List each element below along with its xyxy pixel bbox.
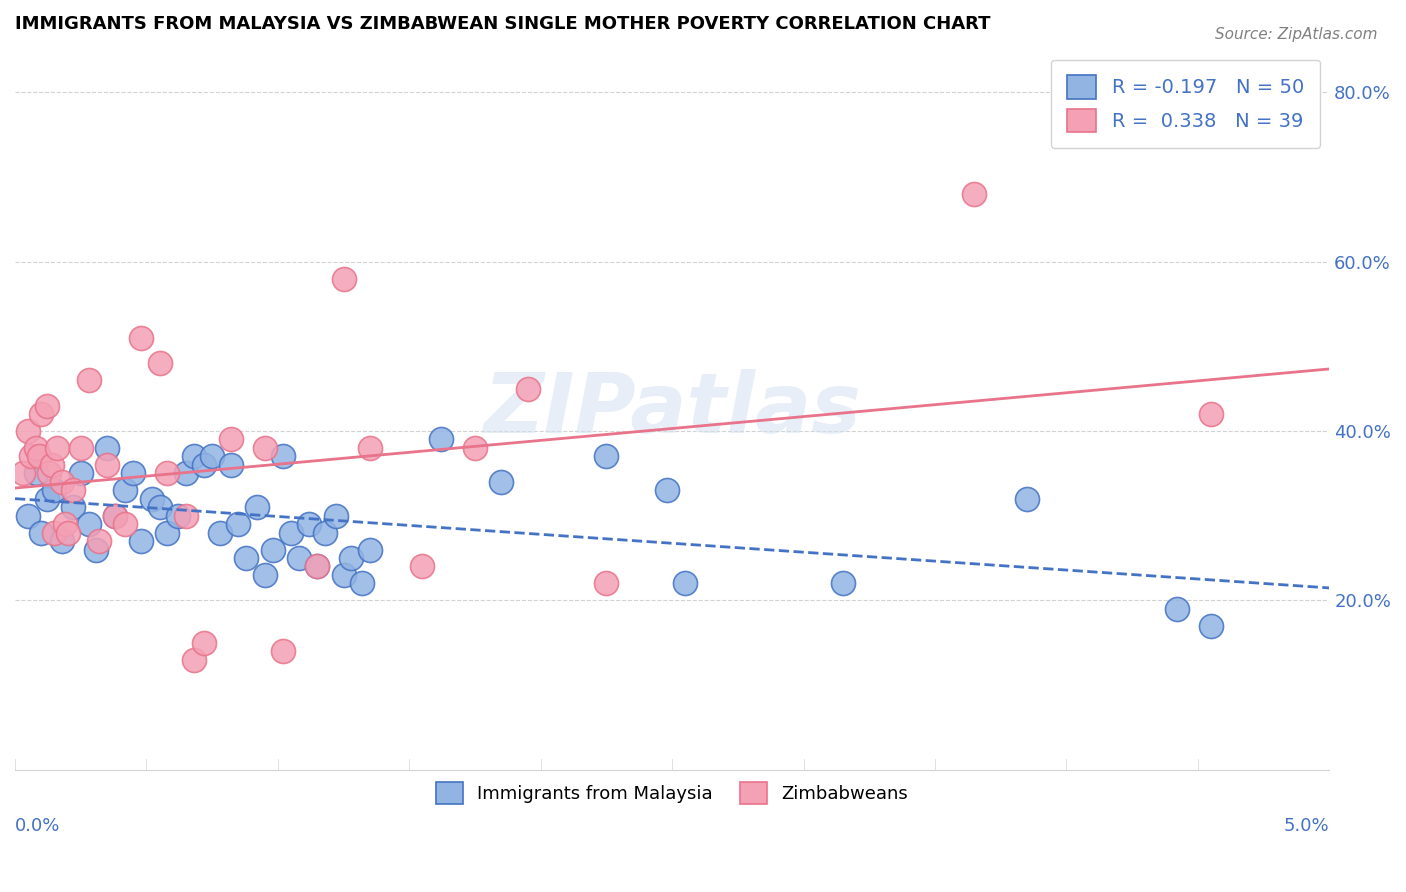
Point	[148, 356, 170, 370]
Point	[86, 542, 108, 557]
Point	[51, 534, 73, 549]
Point	[27, 450, 49, 464]
Point	[104, 508, 127, 523]
Point	[430, 433, 453, 447]
Point	[30, 525, 52, 540]
Point	[62, 483, 84, 498]
Point	[148, 500, 170, 515]
Point	[246, 500, 269, 515]
Point	[77, 517, 100, 532]
Point	[87, 534, 110, 549]
Point	[307, 559, 329, 574]
Point	[963, 186, 986, 201]
Point	[332, 568, 354, 582]
Point	[201, 450, 224, 464]
Point	[340, 551, 363, 566]
Point	[69, 441, 91, 455]
Point	[41, 458, 63, 472]
Point	[288, 551, 311, 566]
Point	[464, 441, 486, 455]
Point	[516, 382, 538, 396]
Point	[673, 576, 696, 591]
Point	[235, 551, 257, 566]
Point	[298, 517, 321, 532]
Point	[69, 467, 91, 481]
Text: IMMIGRANTS FROM MALAYSIA VS ZIMBABWEAN SINGLE MOTHER POVERTY CORRELATION CHART: IMMIGRANTS FROM MALAYSIA VS ZIMBABWEAN S…	[15, 15, 990, 33]
Point	[17, 508, 39, 523]
Point	[655, 483, 678, 498]
Point	[17, 424, 39, 438]
Point	[11, 467, 34, 481]
Point	[1199, 407, 1222, 421]
Point	[491, 475, 513, 489]
Point	[156, 467, 179, 481]
Point	[359, 542, 381, 557]
Point	[1015, 491, 1038, 506]
Text: 5.0%: 5.0%	[1284, 816, 1329, 835]
Point	[44, 525, 66, 540]
Point	[46, 441, 69, 455]
Point	[183, 653, 205, 667]
Point	[129, 331, 152, 345]
Text: ZIPatlas: ZIPatlas	[484, 369, 860, 450]
Point	[53, 517, 76, 532]
Point	[1166, 602, 1188, 616]
Point	[51, 475, 73, 489]
Point	[219, 433, 242, 447]
Point	[219, 458, 242, 472]
Point	[271, 644, 294, 658]
Point	[183, 450, 205, 464]
Point	[595, 576, 617, 591]
Point	[280, 525, 302, 540]
Point	[271, 450, 294, 464]
Point	[129, 534, 152, 549]
Point	[193, 458, 215, 472]
Point	[325, 508, 347, 523]
Point	[174, 467, 197, 481]
Point	[307, 559, 329, 574]
Point	[141, 491, 163, 506]
Point	[56, 525, 79, 540]
Text: Source: ZipAtlas.com: Source: ZipAtlas.com	[1215, 27, 1378, 42]
Point	[114, 517, 136, 532]
Point	[208, 525, 231, 540]
Point	[44, 483, 66, 498]
Point	[332, 271, 354, 285]
Text: 0.0%: 0.0%	[15, 816, 60, 835]
Point	[35, 399, 58, 413]
Point	[96, 458, 118, 472]
Point	[832, 576, 855, 591]
Point	[253, 568, 276, 582]
Point	[411, 559, 433, 574]
Point	[62, 500, 84, 515]
Point	[167, 508, 190, 523]
Point	[314, 525, 336, 540]
Point	[228, 517, 250, 532]
Point	[359, 441, 381, 455]
Point	[104, 508, 127, 523]
Point	[77, 373, 100, 387]
Point	[262, 542, 284, 557]
Point	[114, 483, 136, 498]
Point	[25, 441, 48, 455]
Point	[350, 576, 373, 591]
Point	[1199, 619, 1222, 633]
Point	[595, 450, 617, 464]
Point	[38, 467, 60, 481]
Point	[156, 525, 179, 540]
Point	[122, 467, 145, 481]
Point	[174, 508, 197, 523]
Point	[193, 636, 215, 650]
Point	[253, 441, 276, 455]
Point	[25, 467, 48, 481]
Point	[96, 441, 118, 455]
Point	[30, 407, 52, 421]
Legend: Immigrants from Malaysia, Zimbabweans: Immigrants from Malaysia, Zimbabweans	[422, 767, 922, 818]
Point	[20, 450, 42, 464]
Point	[35, 491, 58, 506]
